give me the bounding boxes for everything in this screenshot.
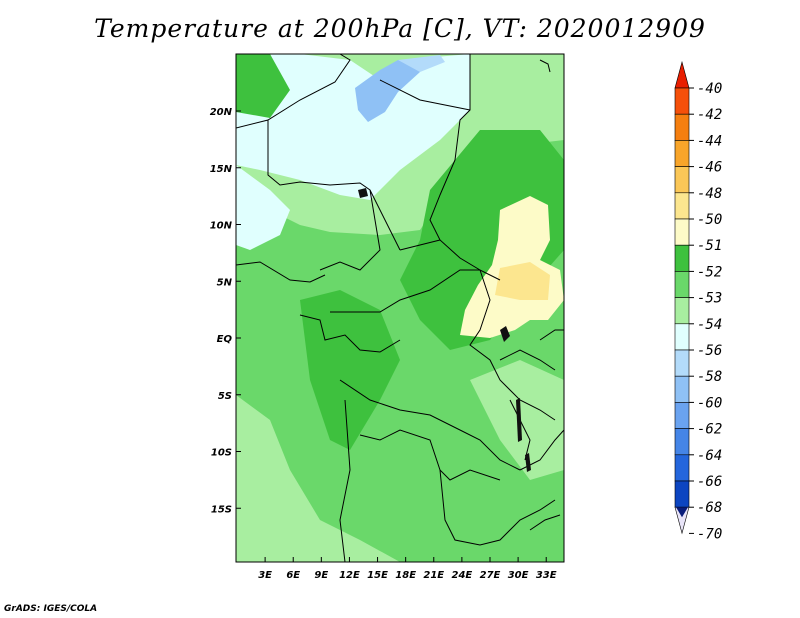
colorbar-label: -42 [697, 107, 722, 123]
colorbar-label: -56 [697, 343, 722, 359]
colorbar-label: -40 [697, 81, 722, 97]
colorbar-swatch [674, 454, 690, 482]
colorbar-label: -54 [697, 317, 722, 333]
country-borders [236, 54, 564, 562]
colorbar-swatch [674, 375, 690, 403]
field-52-northwest [236, 54, 290, 118]
colorbar-swatch [674, 87, 690, 115]
colorbar-swatch [674, 323, 690, 351]
y-tick-label: 15S [211, 504, 232, 515]
lakes [358, 188, 531, 472]
colorbar-swatch [674, 349, 690, 377]
colorbar-label: -50 [697, 212, 722, 228]
field-56-sahara [236, 54, 470, 200]
field-54-southwest [236, 395, 400, 562]
colorbar-swatch [674, 244, 690, 272]
field-58b-patch [398, 55, 445, 72]
colorbar-cap-bottom-fill [676, 507, 688, 518]
y-tick-label: 10S [211, 448, 232, 459]
colorbar-label: -70 [697, 526, 722, 542]
colorbar-swatch [674, 113, 690, 141]
x-tick-label: 21E [423, 570, 444, 581]
x-tick-label: 27E [480, 570, 501, 581]
x-tick-label: 15E [367, 570, 388, 581]
colorbar-label: -62 [697, 422, 722, 438]
x-tick-label: 33E [536, 570, 557, 581]
map-frame [235, 53, 565, 563]
colorbar-swatch [674, 480, 690, 508]
colorbar-label: -64 [697, 448, 722, 464]
grads-credit: GrADS: IGES/COLA [4, 604, 98, 614]
temperature-field [236, 54, 564, 562]
x-tick-label: 3E [258, 570, 272, 581]
colorbar: -40 -42 -44 -46 -48 -50 -51 -52 -53 -54 -56 -58 -60 -… [674, 60, 722, 542]
x-tick-label: 18E [395, 570, 416, 581]
colorbar-label: -46 [697, 160, 722, 176]
field-58-patch [355, 58, 425, 122]
colorbar-swatch [674, 428, 690, 456]
y-tick-label: EQ [217, 334, 233, 345]
x-tick-label: 6E [286, 570, 300, 581]
x-axis: 3E 6E 9E 12E 15E 18E 21E 24E 27E 30E 33E [258, 557, 557, 581]
colorbar-label: -52 [697, 264, 722, 280]
colorbar-label: -48 [697, 186, 722, 202]
y-tick-label: 5N [217, 277, 233, 288]
colorbar-swatch [674, 402, 690, 429]
colorbar-swatch [674, 166, 690, 194]
x-tick-label: 12E [339, 570, 360, 581]
y-tick-label: 5S [218, 391, 232, 402]
colorbar-label: -66 [697, 474, 722, 490]
chart-title: Temperature at 200hPa [C], VT: 202001290… [94, 14, 706, 43]
colorbar-label: -58 [697, 369, 722, 385]
y-tick-label: 10N [210, 221, 233, 232]
y-axis: 20N 15N 10N 5N EQ 5S 10S 15S [210, 107, 241, 515]
x-tick-label: 30E [508, 570, 529, 581]
field-56-west [236, 165, 290, 250]
colorbar-swatch [674, 140, 690, 167]
colorbar-swatch [674, 297, 690, 325]
colorbar-label: -68 [697, 500, 722, 516]
colorbar-label: -60 [697, 395, 722, 411]
colorbar-label: -53 [697, 291, 722, 307]
x-tick-label: 9E [314, 570, 328, 581]
colorbar-label: -44 [697, 133, 722, 149]
field-52-congo [300, 290, 400, 450]
x-tick-label: 24E [452, 570, 473, 581]
colorbar-swatch [674, 192, 690, 220]
field-50-east-africa [495, 262, 550, 300]
colorbar-swatch [674, 218, 690, 246]
colorbar-label: -51 [697, 238, 722, 254]
colorbar-swatch [674, 271, 690, 298]
colorbar-cap-top [674, 60, 690, 89]
y-tick-label: 20N [210, 107, 233, 118]
y-tick-label: 15N [210, 164, 233, 175]
